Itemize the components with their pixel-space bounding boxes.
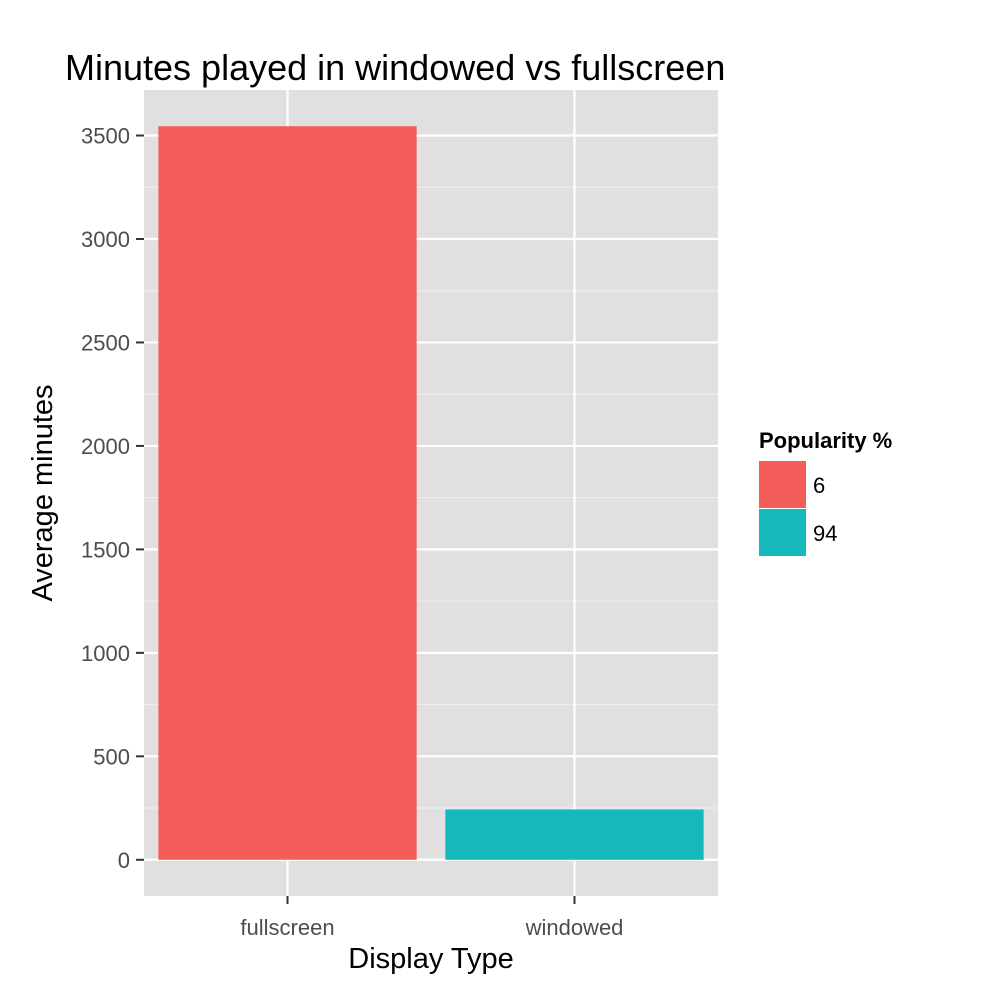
y-tick-label: 500 bbox=[93, 744, 130, 769]
bar-windowed bbox=[445, 809, 704, 860]
bar-fullscreen bbox=[158, 126, 417, 860]
y-tick-label: 3500 bbox=[81, 124, 130, 149]
x-axis-title: Display Type bbox=[348, 943, 514, 975]
legend-label: 94 bbox=[813, 521, 837, 546]
legend-swatch bbox=[759, 461, 806, 508]
y-tick-label: 0 bbox=[118, 848, 130, 873]
x-tick-label: windowed bbox=[525, 915, 624, 940]
y-tick-label: 2500 bbox=[81, 330, 130, 355]
y-tick-label: 3000 bbox=[81, 227, 130, 252]
x-tick-label: fullscreen bbox=[240, 915, 334, 940]
legend-swatch bbox=[759, 509, 806, 556]
legend-label: 6 bbox=[813, 473, 825, 498]
y-tick-label: 1000 bbox=[81, 641, 130, 666]
legend-title: Popularity % bbox=[759, 428, 892, 453]
y-tick-label: 2000 bbox=[81, 434, 130, 459]
x-axis: fullscreen windowed bbox=[240, 896, 623, 940]
y-axis-title: Average minutes bbox=[27, 384, 59, 601]
y-tick-label: 1500 bbox=[81, 537, 130, 562]
y-axis: 0 500 1000 1500 2000 2500 3000 3500 bbox=[81, 124, 144, 873]
chart-title: Minutes played in windowed vs fullscreen bbox=[65, 47, 725, 88]
bars bbox=[158, 126, 704, 860]
legend-items: 6 94 bbox=[759, 461, 837, 556]
legend: Popularity % 6 94 bbox=[759, 428, 892, 556]
